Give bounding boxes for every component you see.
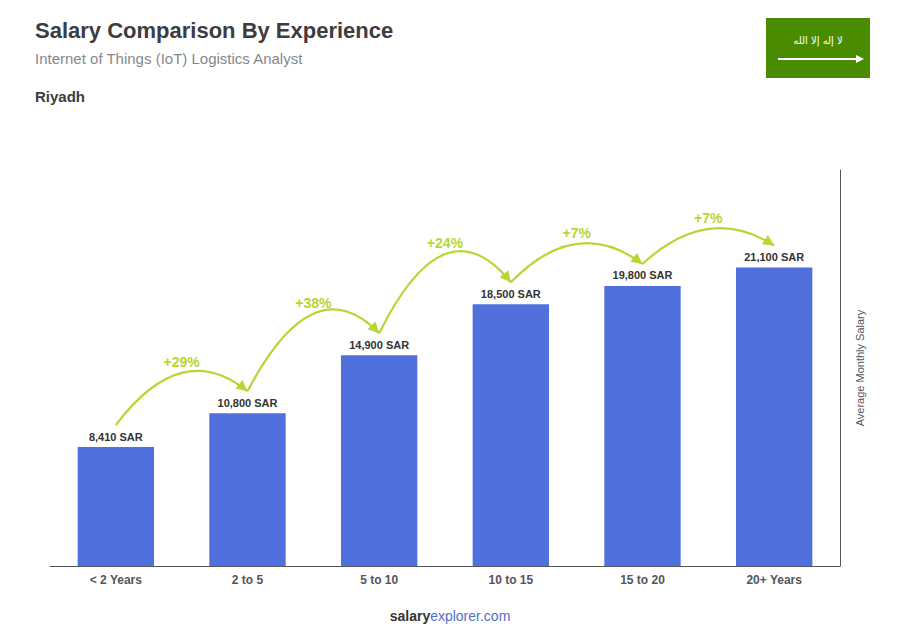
svg-text:+7%: +7%: [694, 210, 723, 226]
svg-text:21,100 SAR: 21,100 SAR: [744, 251, 804, 263]
svg-text:Internet of Things (IoT) Logis: Internet of Things (IoT) Logistics Analy…: [35, 50, 303, 67]
svg-text:Riyadh: Riyadh: [35, 88, 85, 105]
svg-text:salary: salary: [390, 608, 431, 624]
svg-text:8,410 SAR: 8,410 SAR: [89, 431, 143, 443]
svg-text:+7%: +7%: [562, 225, 591, 241]
svg-text:+24%: +24%: [427, 235, 464, 251]
svg-text:explorer.com: explorer.com: [430, 608, 510, 624]
svg-text:5 to 10: 5 to 10: [360, 573, 398, 587]
svg-text:10,800 SAR: 10,800 SAR: [218, 397, 278, 409]
svg-text:19,800 SAR: 19,800 SAR: [613, 269, 673, 281]
svg-text:18,500 SAR: 18,500 SAR: [481, 288, 541, 300]
svg-text:+29%: +29%: [164, 354, 201, 370]
svg-text:< 2 Years: < 2 Years: [90, 573, 142, 587]
svg-text:2 to 5: 2 to 5: [232, 573, 264, 587]
svg-text:+38%: +38%: [295, 295, 332, 311]
svg-text:10 to 15: 10 to 15: [488, 573, 533, 587]
svg-text:Salary Comparison By Experienc: Salary Comparison By Experience: [35, 18, 393, 43]
svg-text:Average Monthly Salary: Average Monthly Salary: [854, 309, 866, 426]
svg-text:14,900 SAR: 14,900 SAR: [349, 339, 409, 351]
svg-text:15 to 20: 15 to 20: [620, 573, 665, 587]
svg-text:لا إله إلا الله: لا إله إلا الله: [793, 35, 842, 47]
svg-text:20+ Years: 20+ Years: [746, 573, 802, 587]
